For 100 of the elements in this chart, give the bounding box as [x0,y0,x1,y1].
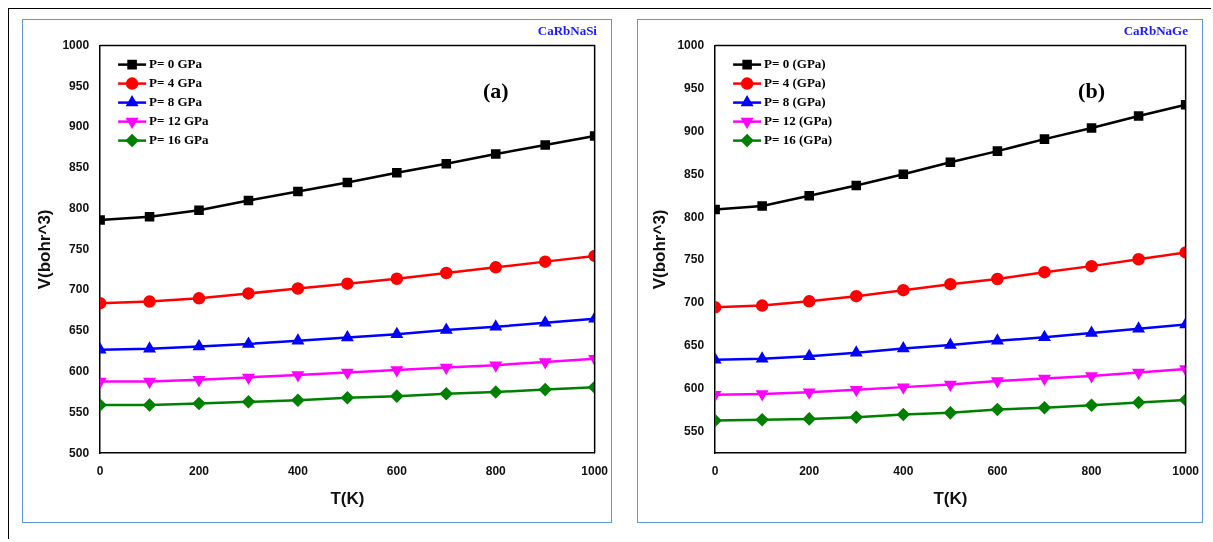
point [945,157,956,168]
chart-title: CaRbNaGe [1123,23,1189,39]
x-tick-label: 800 [485,463,507,478]
point [850,289,863,303]
point [1085,259,1098,273]
annotation: (a) [482,78,509,104]
point [243,195,254,206]
y-tick-label: 1000 [677,37,705,52]
point [440,387,453,400]
y-tick-label: 550 [684,424,705,439]
point [944,338,956,349]
legend-label: P= 0 GPa [149,55,203,71]
point [391,327,403,338]
x-axis-title: T(K) [933,489,968,509]
point [291,393,305,407]
y-tick-label: 950 [684,80,705,95]
y-tick-label: 900 [69,119,90,134]
point [291,282,305,295]
legend-label: P= 12 GPa [149,112,209,128]
point [1038,374,1051,385]
point [440,323,452,334]
point [803,349,815,360]
x-tick-label: 200 [188,463,210,478]
point [757,201,767,211]
point [539,358,551,369]
point [1085,372,1098,383]
legend-label: P= 4 (GPa) [764,74,826,90]
y-axis-title: V(bohr^3) [34,209,54,290]
point [756,390,768,401]
point [490,361,502,372]
point [440,266,453,280]
point [1133,111,1144,121]
point [802,412,816,426]
y-tick-label: 850 [684,166,705,181]
point [538,383,552,396]
point [390,272,404,285]
x-tick-label: 200 [799,463,820,478]
point [1132,396,1145,409]
legend-label: P= 16 GPa [149,131,209,147]
point [1133,322,1145,333]
point [143,398,156,412]
point [193,340,205,351]
point [991,334,1004,345]
point [540,140,550,150]
point [143,295,156,308]
point [489,385,502,399]
point [803,388,815,399]
point [944,380,956,391]
y-tick-label: 600 [69,363,90,378]
y-tick-label: 700 [684,295,705,310]
point [392,167,402,178]
point [1039,134,1050,144]
point [1086,123,1097,133]
point [1038,401,1051,414]
point [992,146,1003,156]
point [490,149,501,159]
point [341,391,354,405]
point [144,212,155,222]
point [143,342,156,353]
y-tick-label: 800 [684,209,705,224]
y-tick-label: 900 [684,123,705,138]
point [755,413,769,426]
point [441,159,452,169]
y-axis-title: V(bohr^3) [649,209,669,290]
point [538,255,552,268]
point [897,408,910,421]
point [755,299,769,312]
point [756,352,768,363]
point [489,261,502,274]
point [292,334,304,345]
legend-label: P= 8 (GPa) [764,93,826,109]
point [390,389,404,403]
point [193,376,205,387]
point [1132,253,1145,266]
point [1133,368,1145,379]
x-tick-label: 400 [893,463,914,478]
y-tick-label: 850 [69,160,90,175]
point [242,287,255,300]
point [539,316,551,327]
y-tick-label: 500 [69,445,90,460]
y-tick-label: 950 [69,78,90,93]
point [242,395,255,409]
point [1038,265,1051,279]
y-tick-label: 600 [684,381,705,396]
point [242,373,255,384]
x-tick-label: 1000 [1172,463,1200,478]
x-tick-label: 0 [96,463,104,478]
x-tick-label: 1000 [581,463,609,478]
point [991,403,1004,416]
point [804,190,814,201]
point [851,180,862,191]
y-tick-label: 650 [69,323,90,338]
point [192,397,206,410]
point [192,292,206,305]
point [342,177,353,188]
x-tick-label: 0 [711,463,719,478]
point [944,406,957,420]
point [897,342,909,353]
y-tick-label: 750 [684,252,705,267]
x-tick-label: 600 [987,463,1008,478]
